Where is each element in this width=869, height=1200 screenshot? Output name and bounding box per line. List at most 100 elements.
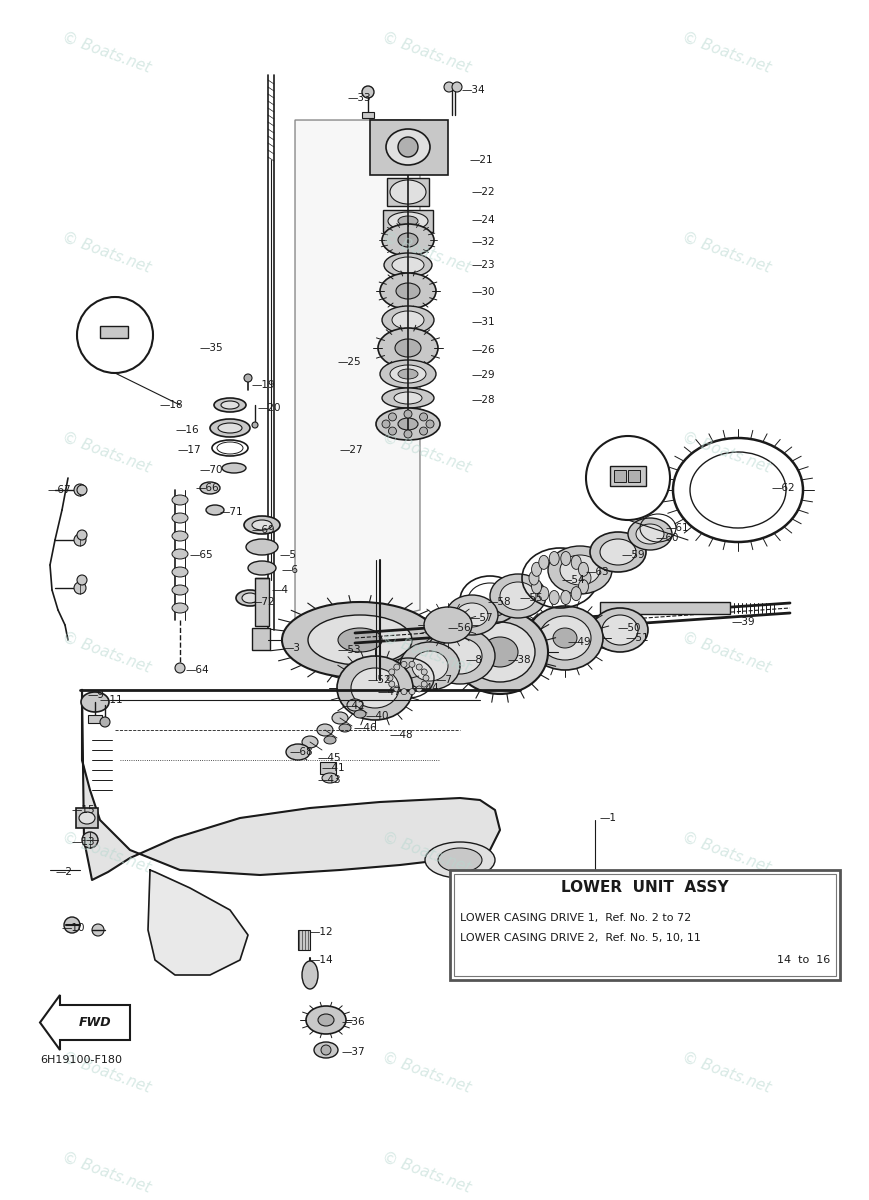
Text: —45: —45: [318, 754, 342, 763]
Text: —20: —20: [258, 403, 282, 413]
Circle shape: [382, 420, 390, 428]
Text: © Boats.net: © Boats.net: [680, 30, 773, 76]
Text: —31: —31: [472, 317, 495, 326]
Circle shape: [388, 413, 396, 421]
Text: © Boats.net: © Boats.net: [680, 230, 773, 276]
Circle shape: [372, 162, 380, 170]
Ellipse shape: [347, 698, 363, 710]
Text: LOWER CASING DRIVE 1,  Ref. No. 2 to 72: LOWER CASING DRIVE 1, Ref. No. 2 to 72: [460, 913, 691, 923]
Text: © Boats.net: © Boats.net: [60, 1050, 153, 1096]
Text: —10: —10: [62, 923, 85, 934]
Ellipse shape: [384, 253, 432, 277]
Text: —2: —2: [55, 866, 72, 877]
Ellipse shape: [452, 610, 548, 694]
Text: —6: —6: [282, 565, 299, 575]
Text: —8: —8: [465, 655, 482, 665]
Text: © Boats.net: © Boats.net: [60, 230, 153, 276]
Text: —70: —70: [200, 464, 223, 475]
Text: —52: —52: [368, 674, 392, 685]
Circle shape: [92, 924, 104, 936]
Circle shape: [423, 674, 429, 680]
Ellipse shape: [252, 520, 272, 530]
Circle shape: [420, 413, 428, 421]
Text: © Boats.net: © Boats.net: [380, 1050, 473, 1096]
Ellipse shape: [380, 272, 436, 308]
Text: —53: —53: [338, 646, 362, 655]
Text: —55: —55: [520, 593, 544, 602]
Text: —54: —54: [562, 575, 586, 584]
Text: —29: —29: [472, 370, 495, 380]
Ellipse shape: [398, 370, 418, 379]
Ellipse shape: [302, 736, 318, 748]
Ellipse shape: [549, 552, 560, 565]
Ellipse shape: [318, 1014, 334, 1026]
Circle shape: [77, 296, 153, 373]
Ellipse shape: [236, 590, 264, 606]
Ellipse shape: [579, 580, 588, 594]
Ellipse shape: [425, 628, 495, 684]
Circle shape: [409, 689, 415, 695]
Ellipse shape: [172, 530, 188, 541]
Circle shape: [401, 689, 407, 695]
Ellipse shape: [561, 552, 571, 565]
Text: —58: —58: [488, 596, 512, 607]
Circle shape: [252, 422, 258, 428]
Ellipse shape: [287, 746, 303, 758]
Bar: [610, 466, 646, 486]
Ellipse shape: [382, 388, 434, 408]
Ellipse shape: [446, 595, 498, 635]
Circle shape: [77, 575, 87, 584]
Circle shape: [387, 674, 393, 680]
Text: —28: —28: [472, 395, 495, 404]
Text: —9: —9: [88, 690, 105, 700]
Circle shape: [394, 664, 400, 670]
Text: —44: —44: [415, 683, 439, 692]
Bar: [362, 112, 374, 118]
Text: —15: —15: [72, 805, 96, 815]
Circle shape: [77, 530, 87, 540]
Ellipse shape: [172, 514, 188, 523]
Ellipse shape: [571, 587, 581, 601]
Ellipse shape: [314, 1042, 338, 1058]
Ellipse shape: [382, 224, 434, 256]
Text: © Boats.net: © Boats.net: [380, 430, 473, 476]
Ellipse shape: [242, 593, 258, 602]
Ellipse shape: [490, 574, 546, 618]
Text: —23: —23: [472, 260, 495, 270]
Text: © Boats.net: © Boats.net: [380, 230, 473, 276]
Ellipse shape: [282, 602, 438, 678]
Circle shape: [394, 686, 400, 692]
Text: © Boats.net: © Boats.net: [60, 30, 153, 76]
Text: —22: —22: [472, 187, 495, 197]
Ellipse shape: [172, 494, 188, 505]
Ellipse shape: [482, 637, 518, 667]
Circle shape: [420, 427, 428, 436]
Ellipse shape: [386, 128, 430, 164]
Circle shape: [452, 82, 462, 92]
Circle shape: [426, 420, 434, 428]
Text: —51: —51: [625, 634, 648, 643]
Text: —71: —71: [220, 506, 243, 517]
Polygon shape: [148, 870, 248, 974]
Text: —41: —41: [322, 763, 346, 773]
Text: —34: —34: [462, 85, 486, 95]
Polygon shape: [82, 690, 500, 880]
Text: —43: —43: [318, 775, 342, 785]
Bar: [600, 602, 730, 614]
Text: —32: —32: [472, 236, 495, 247]
Text: —26: —26: [472, 346, 495, 355]
Circle shape: [64, 917, 80, 934]
Text: —69: —69: [252, 526, 275, 535]
Text: —38: —38: [508, 655, 532, 665]
Text: —68: —68: [290, 746, 314, 757]
Ellipse shape: [456, 602, 488, 626]
Ellipse shape: [465, 622, 535, 682]
Text: —40: —40: [365, 710, 388, 721]
Bar: [383, 210, 433, 232]
Bar: [76, 808, 98, 828]
Circle shape: [404, 410, 412, 418]
Bar: [370, 120, 448, 175]
Text: LOWER CASING DRIVE 2,  Ref. No. 5, 10, 11: LOWER CASING DRIVE 2, Ref. No. 5, 10, 11: [460, 934, 701, 943]
Text: —37: —37: [342, 1046, 366, 1057]
Circle shape: [444, 82, 454, 92]
